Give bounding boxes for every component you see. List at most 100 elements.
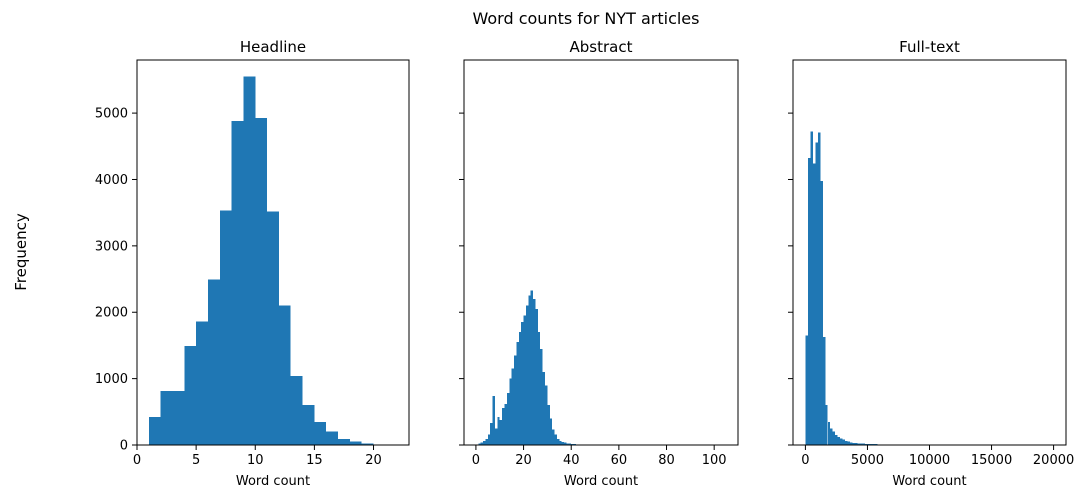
full-text-bar (837, 437, 841, 445)
abstract-bar (506, 393, 510, 445)
full-text-bar (825, 405, 828, 445)
abstract-bar (478, 443, 481, 445)
headline-panel: 0 5 10 15 20 0 1000 2000 3000 4000 5000 Headline Wor… (95, 38, 410, 489)
abstract-bar (535, 308, 538, 445)
headline-bar (278, 305, 291, 445)
full-text-bar (845, 441, 848, 445)
headline-bar (160, 391, 173, 445)
full-text-bar (820, 180, 823, 445)
abstract-x-axis-label: Word count (564, 474, 638, 489)
headline-bar (255, 117, 268, 445)
headline-bar (196, 321, 208, 445)
full-text-panel: 0 5000 10000 15000 20000 Full-text Word count (788, 38, 1074, 489)
headline-bar (219, 210, 232, 445)
full-text-x-tick-label: 15000 (971, 453, 1012, 468)
headline-bar (148, 417, 161, 445)
abstract-bar (547, 405, 550, 445)
full-text-bar (852, 443, 856, 445)
headline-bar (314, 421, 327, 445)
abstract-panel: 0 20 40 60 80 100 Abstract Word count (459, 38, 739, 489)
full-text-title: Full-text (899, 38, 960, 56)
headline-bar (267, 211, 279, 445)
full-text-bar (857, 443, 861, 445)
abstract-bar (518, 332, 522, 445)
full-text-bar (807, 158, 811, 446)
figure-title: Word counts for NYT articles (473, 9, 700, 28)
full-text-bar (817, 132, 821, 445)
full-text-bar (812, 163, 816, 446)
abstract-bar (542, 371, 546, 445)
abstract-bar (490, 423, 493, 445)
abstract-bar (561, 442, 565, 445)
abstract-bar (497, 417, 500, 445)
headline-y-tick-label: 2000 (95, 306, 128, 321)
full-text-x-tick-label: 5000 (851, 453, 884, 468)
headline-axes-frame (136, 59, 410, 446)
abstract-bar (545, 385, 548, 445)
abstract-bar (516, 342, 519, 445)
headline-bar (290, 375, 303, 445)
abstract-bar (509, 378, 512, 445)
abstract-bar (554, 434, 557, 445)
headline-bar (326, 431, 339, 445)
abstract-bar (533, 298, 536, 445)
abstract-bar (521, 322, 524, 445)
abstract-bar (494, 428, 498, 445)
abstract-bar (528, 295, 531, 445)
headline-y-tick-label: 1000 (95, 372, 128, 387)
full-text-bar (867, 443, 870, 445)
abstract-bar (549, 418, 553, 445)
headline-bar (349, 441, 362, 445)
full-text-bar (840, 438, 843, 445)
abstract-bar (540, 348, 543, 445)
abstract-bar (514, 355, 517, 445)
full-text-x-tick-label: 0 (801, 453, 809, 468)
full-text-bar (815, 142, 818, 445)
abstract-bar (502, 407, 505, 445)
full-text-bar (810, 131, 813, 445)
abstract-x-tick-label: 60 (611, 453, 628, 468)
headline-bar (302, 405, 315, 445)
headline-y-tick-label: 3000 (95, 239, 128, 254)
full-text-x-axis-label: Word count (892, 474, 966, 489)
abstract-bar (530, 290, 534, 445)
abstract-x-tick-label: 0 (472, 453, 480, 468)
abstract-bar (566, 443, 569, 445)
abstract-bar (552, 429, 555, 445)
full-text-bar (805, 335, 808, 445)
headline-x-tick-label: 15 (306, 453, 323, 468)
full-text-x-tick-label: 10000 (909, 453, 950, 468)
full-text-bar (822, 336, 826, 445)
abstract-bar (480, 442, 484, 445)
headline-bar (231, 121, 244, 445)
headline-y-tick-label: 5000 (95, 107, 128, 122)
headline-x-tick-label: 20 (365, 453, 382, 468)
abstract-bar (559, 441, 562, 445)
abstract-bar (564, 442, 567, 445)
full-text-bar (835, 435, 838, 445)
headline-x-tick-label: 0 (133, 453, 141, 468)
full-text-bar (864, 443, 868, 445)
full-text-bar (832, 431, 836, 445)
abstract-bar (523, 315, 526, 445)
full-text-bar (855, 443, 858, 445)
headline-bar (172, 391, 185, 445)
abstract-x-tick-label: 20 (515, 453, 532, 468)
abstract-x-tick-label: 40 (563, 453, 580, 468)
headline-x-axis-label: Word count (236, 474, 310, 489)
abstract-bar (525, 305, 529, 445)
abstract-bar (487, 434, 491, 445)
abstract-title: Abstract (570, 38, 633, 56)
abstract-bar (556, 439, 560, 445)
full-text-bar (827, 421, 831, 445)
abstract-bar (492, 395, 495, 445)
abstract-bar (485, 439, 488, 445)
abstract-bar (483, 441, 486, 445)
headline-x-tick-label: 5 (192, 453, 200, 468)
abstract-axes-frame (463, 59, 739, 446)
headline-x-tick-label: 10 (247, 453, 264, 468)
headline-y-tick-label: 4000 (95, 173, 128, 188)
full-text-bar (850, 442, 853, 445)
abstract-bar (504, 403, 507, 445)
full-text-bar (862, 443, 865, 445)
